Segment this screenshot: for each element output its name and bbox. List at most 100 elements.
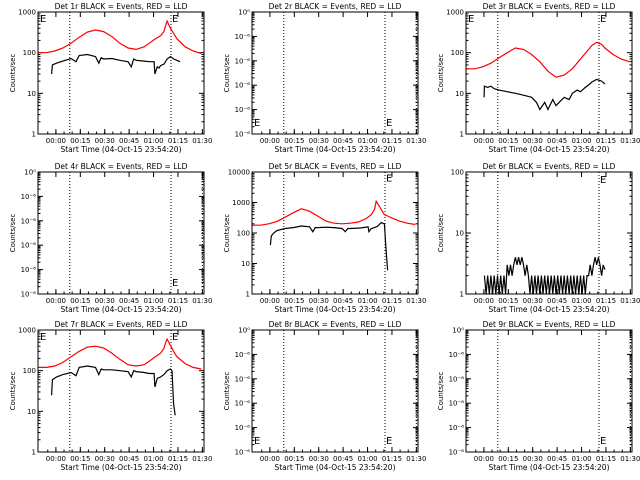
- x-tick-label: 01:00: [571, 455, 591, 463]
- x-axis: 00:00 00:15 00:30 00:45 01:00 01:15 01:30: [260, 330, 426, 463]
- event-marker: E: [386, 436, 392, 447]
- x-axis-label: Start Time (04-Oct-15 23:54:20): [60, 145, 181, 154]
- y-tick-label: 10⁻⁶: [235, 424, 251, 432]
- event-marker: E: [386, 118, 392, 129]
- y-tick-label: 10: [455, 90, 464, 98]
- y-tick-label: 1: [460, 291, 464, 299]
- x-tick-label: 00:45: [119, 137, 139, 145]
- y-tick-label: 10⁻⁶: [235, 400, 251, 408]
- x-tick-label: 01:30: [192, 455, 212, 463]
- x-tick-label: 01:15: [382, 455, 402, 463]
- x-tick-label: 00:30: [95, 297, 115, 305]
- x-axis-label: Start Time (04-Oct-15 23:54:20): [274, 463, 395, 472]
- x-axis-label: Start Time (04-Oct-15 23:54:20): [60, 463, 181, 472]
- y-tick-label: 10⁻⁶: [21, 193, 37, 201]
- x-tick-label: 01:00: [357, 297, 377, 305]
- x-tick-label: 00:15: [284, 455, 304, 463]
- y-axis: 1 10 100 1000: [18, 327, 204, 457]
- y-axis-label: Counts/sec: [223, 214, 231, 253]
- x-tick-label: 00:15: [284, 137, 304, 145]
- event-marker: E: [600, 14, 606, 25]
- y-tick-label: 10: [455, 230, 464, 238]
- y-tick-label: 1000: [18, 327, 36, 335]
- y-tick-label: 10⁻⁶: [235, 82, 251, 90]
- x-tick-label: 00:45: [333, 297, 353, 305]
- x-tick-label: 01:30: [620, 137, 640, 145]
- y-tick-label: 10⁻⁶: [21, 291, 37, 299]
- panel-title: Det 8r BLACK = Events, RED = LLD: [269, 320, 402, 329]
- x-axis-label: Start Time (04-Oct-15 23:54:20): [488, 145, 609, 154]
- x-axis: 00:00 00:15 00:30 00:45 01:00 01:15 01:30: [46, 12, 212, 145]
- y-axis: 1 10 100 1000: [18, 9, 204, 139]
- y-tick-label: 10⁰: [452, 327, 464, 335]
- event-marker: E: [386, 173, 392, 184]
- panel-title: Det 6r BLACK = Events, RED = LLD: [483, 162, 616, 171]
- x-tick-label: 00:45: [119, 297, 139, 305]
- y-tick-label: 10: [27, 90, 36, 98]
- x-axis-label: Start Time (04-Oct-15 23:54:20): [488, 305, 609, 314]
- y-axis-label: Counts/sec: [437, 54, 445, 93]
- x-tick-label: 01:30: [192, 137, 212, 145]
- x-tick-label: 01:30: [406, 455, 426, 463]
- y-tick-label: 1000: [446, 9, 464, 17]
- x-tick-label: 00:30: [523, 455, 543, 463]
- x-tick-label: 01:15: [168, 137, 188, 145]
- x-tick-label: 00:00: [260, 455, 280, 463]
- x-axis: 00:00 00:15 00:30 00:45 01:00 01:15 01:30: [46, 330, 212, 463]
- y-axis: 10⁻⁶ 10⁻⁶ 10⁻⁶ 10⁻⁶ 10⁻⁶ 10⁰: [235, 9, 418, 139]
- x-tick-label: 00:00: [46, 137, 66, 145]
- x-tick-label: 01:15: [596, 297, 616, 305]
- event-marker: E: [600, 436, 606, 447]
- x-tick-label: 00:15: [70, 137, 90, 145]
- x-axis: 00:00 00:15 00:30 00:45 01:00 01:15 01:30: [260, 172, 426, 305]
- y-tick-label: 10⁻⁶: [21, 217, 37, 225]
- series-lld-line: [252, 199, 416, 226]
- series-events-line: [269, 221, 389, 271]
- y-axis-label: Counts/sec: [223, 372, 231, 411]
- x-tick-label: 00:15: [498, 297, 518, 305]
- event-marker: E: [468, 14, 474, 25]
- event-marker: E: [172, 278, 178, 289]
- y-tick-label: 10⁰: [238, 327, 250, 335]
- panel-title: Det 2r BLACK = Events, RED = LLD: [269, 2, 402, 11]
- x-tick-label: 01:00: [571, 297, 591, 305]
- y-tick-label: 10⁻⁶: [235, 131, 251, 139]
- x-tick-label: 01:30: [406, 137, 426, 145]
- x-tick-label: 00:45: [119, 455, 139, 463]
- y-tick-label: 10⁰: [238, 9, 250, 17]
- y-tick-label: 100: [23, 367, 36, 375]
- x-tick-label: 00:45: [333, 455, 353, 463]
- y-tick-label: 10⁻⁶: [21, 266, 37, 274]
- y-tick-label: 10⁻⁶: [21, 242, 37, 250]
- y-tick-label: 10⁻⁶: [449, 449, 465, 457]
- panel-title: Det 5r BLACK = Events, RED = LLD: [269, 162, 402, 171]
- series-lld-line: [38, 337, 202, 370]
- y-tick-label: 10⁻⁶: [235, 33, 251, 41]
- y-tick-label: 1000: [18, 9, 36, 17]
- x-axis-label: Start Time (04-Oct-15 23:54:20): [274, 145, 395, 154]
- series-events-line: [51, 365, 176, 416]
- y-tick-label: 10⁻⁶: [235, 57, 251, 65]
- panel-8: Det 8r BLACK = Events, RED = LLD 00:00 00:…: [223, 320, 426, 472]
- x-tick-label: 00:15: [284, 297, 304, 305]
- x-tick-label: 01:00: [571, 137, 591, 145]
- x-tick-label: 01:30: [620, 297, 640, 305]
- y-axis-label: Counts/sec: [9, 214, 17, 253]
- y-tick-label: 10000: [228, 169, 250, 177]
- y-tick-label: 10⁻⁶: [235, 106, 251, 114]
- x-tick-label: 00:30: [95, 137, 115, 145]
- y-tick-label: 1: [32, 449, 36, 457]
- x-tick-label: 01:15: [596, 137, 616, 145]
- x-tick-label: 00:00: [474, 297, 494, 305]
- series-events-line: [483, 257, 606, 295]
- y-tick-label: 100: [451, 49, 464, 57]
- y-axis: 1 10 100: [451, 169, 632, 299]
- panel-3: Det 3r BLACK = Events, RED = LLD 00:00 00:…: [437, 2, 640, 154]
- y-tick-label: 10⁻⁶: [449, 375, 465, 383]
- x-tick-label: 01:00: [143, 137, 163, 145]
- x-tick-label: 01:15: [382, 297, 402, 305]
- x-tick-label: 00:15: [70, 455, 90, 463]
- y-tick-label: 1: [460, 131, 464, 139]
